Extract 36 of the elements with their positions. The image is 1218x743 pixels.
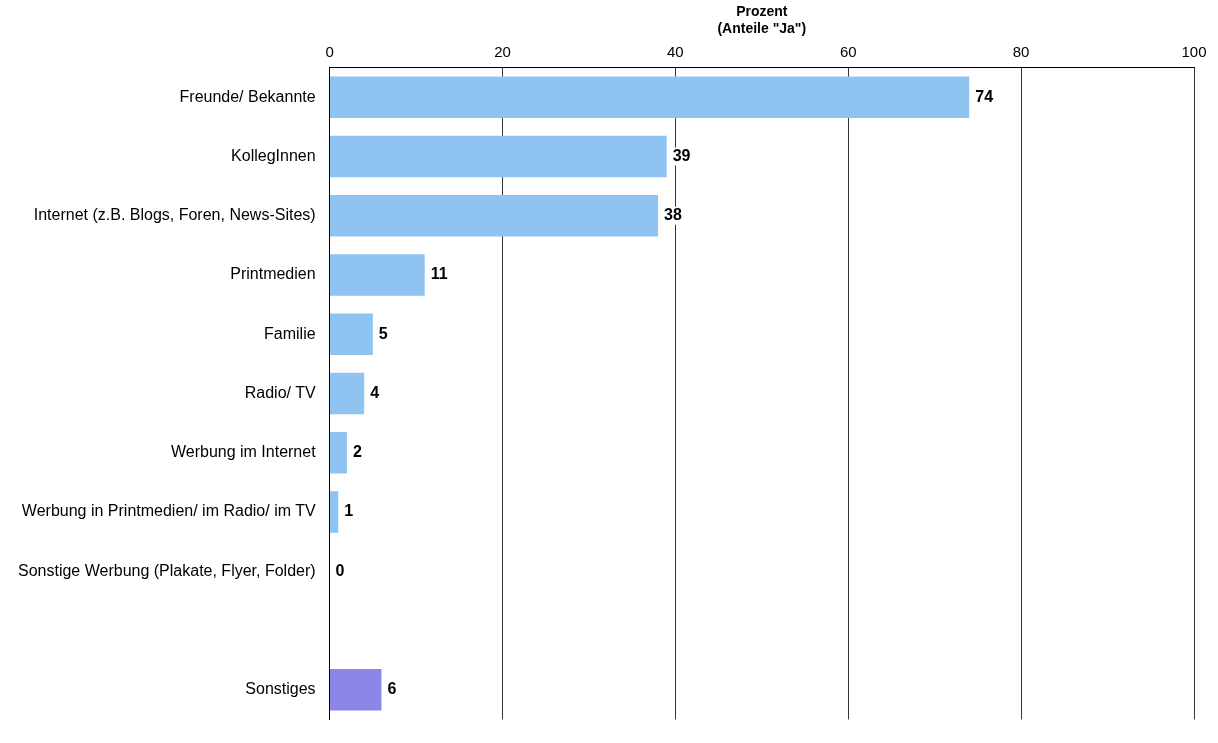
bar (330, 254, 425, 296)
y-tick-label: Sonstiges (245, 680, 316, 698)
y-tick-label: Printmedien (230, 265, 316, 283)
y-tick-label: Werbung im Internet (170, 443, 317, 461)
data-label: 2 (352, 443, 362, 461)
x-axis-title: Prozent (Anteile "Ja") (717, 3, 807, 37)
bar (330, 372, 365, 415)
y-tick-label: Internet (z.B. Blogs, Foren, News-Sites) (33, 206, 316, 224)
x-tick-label: 40 (667, 42, 684, 60)
data-label: 74 (975, 87, 994, 105)
x-tick-label: 60 (839, 42, 857, 60)
x-tick-label: 80 (1012, 42, 1030, 60)
data-label: 5 (378, 324, 388, 342)
bar (330, 76, 970, 118)
y-tick-label: Werbung in Printmedien/ im Radio/ im TV (21, 502, 316, 520)
x-tick-label: 20 (494, 42, 511, 60)
bar (330, 491, 339, 533)
data-label: 1 (344, 502, 354, 520)
y-tick-label: Familie (264, 324, 316, 342)
data-label: 39 (672, 146, 691, 164)
bar (330, 313, 373, 355)
data-label: 6 (387, 680, 397, 698)
bar (330, 669, 382, 711)
data-label: 0 (335, 561, 345, 579)
bar (330, 195, 659, 237)
data-label: 38 (664, 206, 682, 224)
y-tick-label: Sonstige Werbung (Plakate, Flyer, Folder) (17, 561, 316, 579)
x-tick-label: 0 (325, 42, 334, 60)
y-tick-label: Radio/ TV (244, 383, 316, 401)
y-tick-label: Freunde/ Bekannte (179, 87, 316, 105)
data-label: 4 (370, 383, 380, 401)
data-label: 11 (430, 265, 448, 283)
bar (330, 135, 667, 178)
y-tick-label: KollegInnen (231, 146, 316, 164)
x-tick-label: 100 (1181, 42, 1207, 60)
bar (330, 432, 347, 474)
